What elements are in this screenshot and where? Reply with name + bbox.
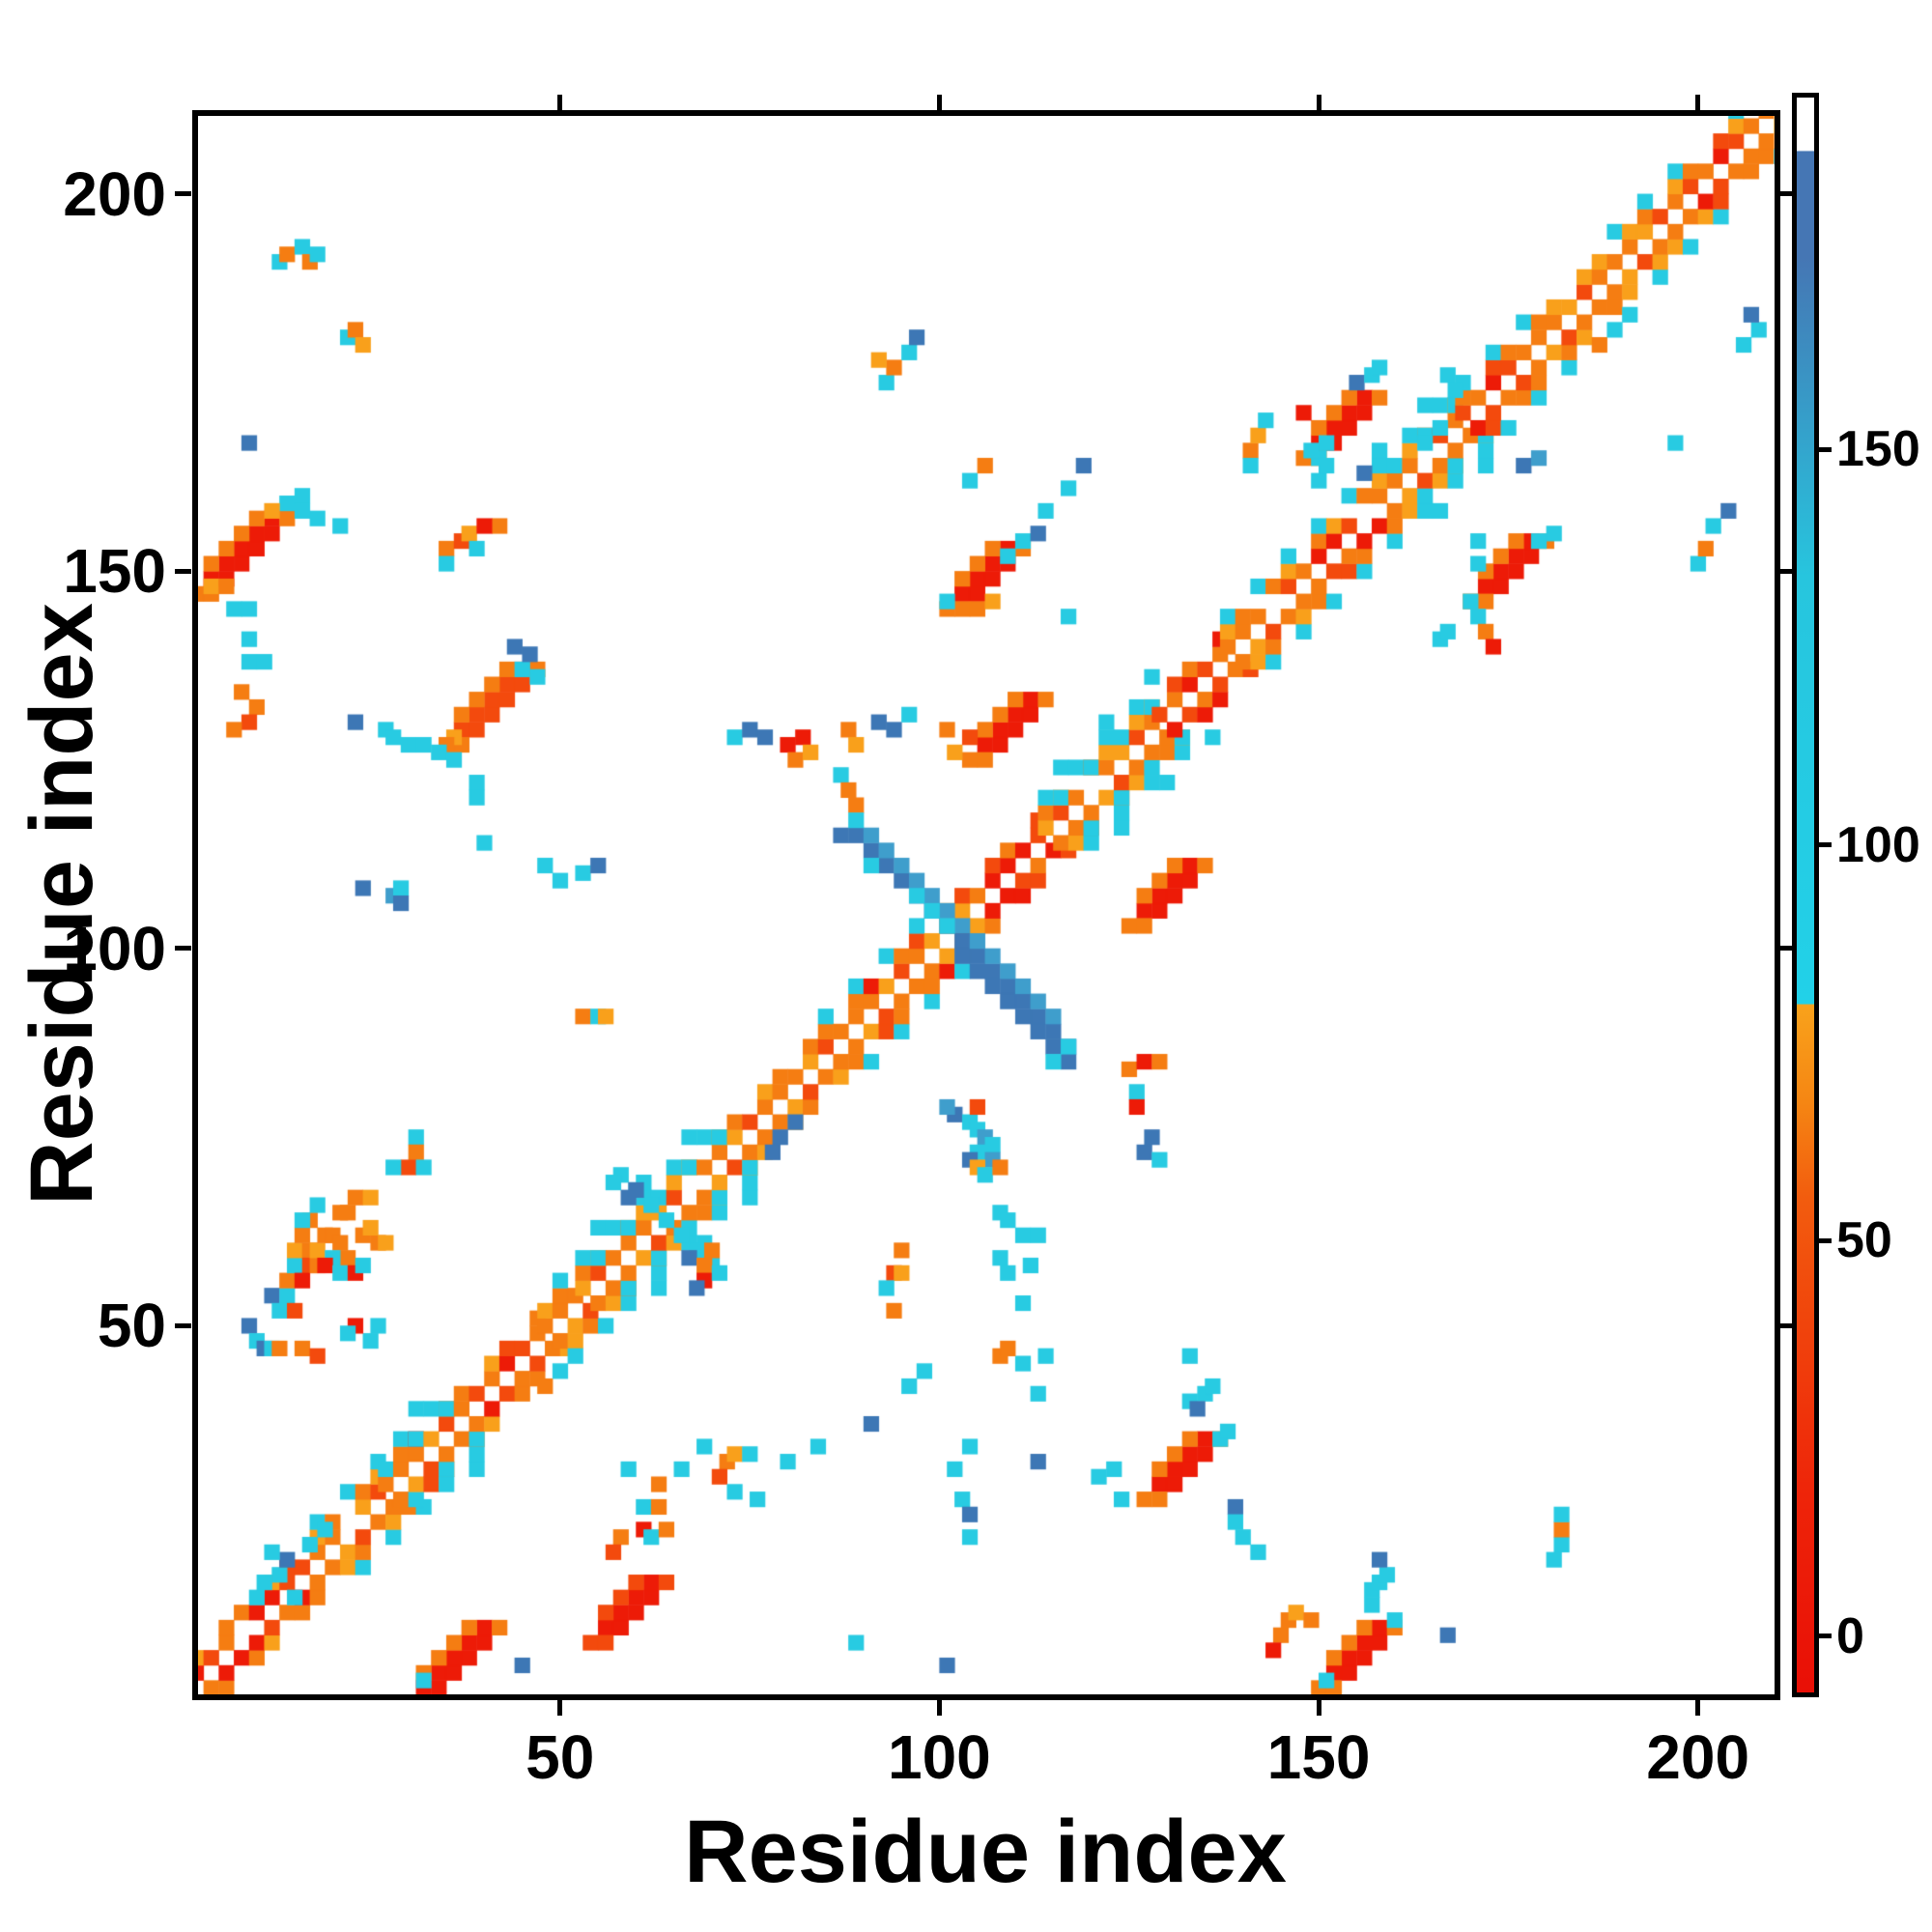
colorbar-tick-label: 100	[1836, 816, 1920, 873]
axis-tick	[175, 191, 191, 197]
colorbar	[1792, 93, 1819, 1697]
y-tick-label: 50	[97, 1291, 166, 1361]
x-axis-label: Residue index	[684, 1803, 1287, 1901]
axis-tick	[936, 1699, 942, 1716]
axis-tick	[1819, 446, 1832, 452]
axis-tick	[1695, 1699, 1701, 1716]
axis-tick	[1819, 1634, 1832, 1639]
y-tick-label: 150	[63, 536, 166, 607]
axis-tick	[1695, 95, 1701, 111]
axis-tick	[175, 946, 191, 952]
y-tick-label: 200	[63, 158, 166, 229]
colorbar-tick-label: 50	[1836, 1212, 1892, 1269]
x-tick-label: 150	[1266, 1722, 1371, 1792]
axis-tick	[1778, 191, 1795, 197]
colorbar-tick-label: 150	[1836, 421, 1920, 478]
x-tick-label: 200	[1646, 1722, 1750, 1792]
axis-tick	[1778, 1322, 1795, 1328]
axis-tick	[557, 95, 563, 111]
axis-tick	[175, 568, 191, 574]
axis-tick	[557, 1699, 563, 1716]
colorbar-tick-label: 0	[1836, 1607, 1864, 1664]
x-tick-label: 100	[887, 1722, 991, 1792]
axis-tick	[1819, 842, 1832, 848]
axis-tick	[936, 95, 942, 111]
y-tick-label: 100	[63, 913, 166, 983]
axis-tick	[1778, 568, 1795, 574]
axis-tick	[175, 1322, 191, 1328]
axis-tick	[1316, 1699, 1321, 1716]
colorbar-gradient	[1797, 98, 1814, 1692]
y-axis-label: Residue index	[13, 603, 111, 1206]
axis-tick	[1778, 946, 1795, 952]
x-tick-label: 50	[526, 1722, 595, 1792]
axis-tick	[1316, 95, 1321, 111]
axis-tick	[1819, 1237, 1832, 1243]
